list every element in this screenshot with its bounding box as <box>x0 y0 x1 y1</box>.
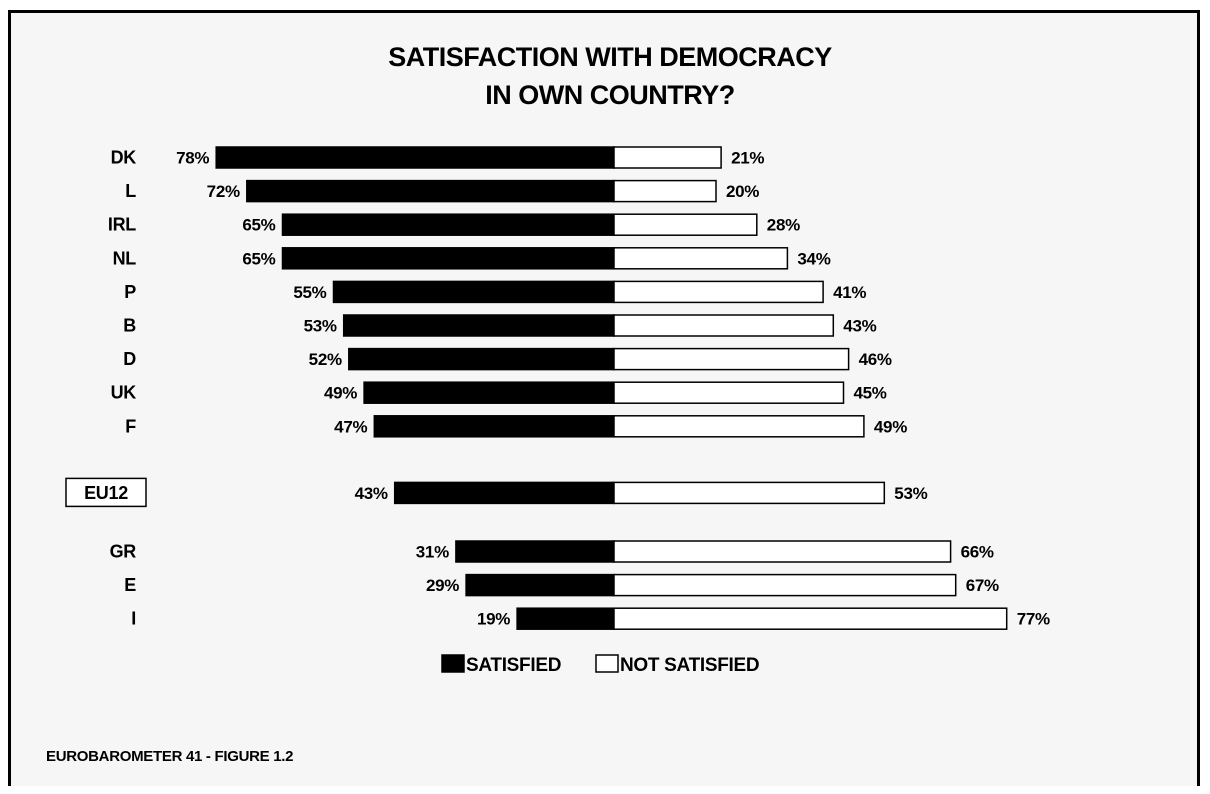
label-not-satisfied-e: 67% <box>966 576 999 595</box>
label-satisfied-b: 53% <box>304 317 337 336</box>
country-label-e: E <box>124 575 136 595</box>
bar-not-satisfied-i <box>613 607 1008 630</box>
label-satisfied-p: 55% <box>293 283 326 302</box>
bar-satisfied-gr <box>455 540 615 563</box>
bar-not-satisfied-f <box>613 415 865 438</box>
country-label-d: D <box>123 349 136 369</box>
label-not-satisfied-eu12: 53% <box>894 484 927 503</box>
eu12-label-box <box>65 477 147 508</box>
label-not-satisfied-i: 77% <box>1017 610 1050 629</box>
country-label-uk: UK <box>111 383 137 403</box>
label-satisfied-uk: 49% <box>324 384 357 403</box>
bar-satisfied-b <box>342 314 615 337</box>
bar-satisfied-irl <box>281 213 615 236</box>
label-not-satisfied-f: 49% <box>874 417 907 436</box>
legend-label-not-satisfied: NOT SATISFIED <box>620 655 759 676</box>
label-satisfied-l: 72% <box>207 182 240 201</box>
source-caption: EUROBAROMETER 41 - FIGURE 1.2 <box>46 748 294 765</box>
bar-not-satisfied-l <box>613 179 717 203</box>
label-not-satisfied-l: 20% <box>726 182 759 201</box>
bar-satisfied-e <box>465 573 615 597</box>
label-not-satisfied-b: 43% <box>843 317 876 336</box>
bar-satisfied-f <box>373 415 615 438</box>
label-not-satisfied-gr: 66% <box>961 543 994 562</box>
chart-title: SATISFACTION WITH DEMOCRACY <box>388 42 832 72</box>
country-label-l: L <box>125 181 136 201</box>
country-label-b: B <box>123 316 136 336</box>
bar-not-satisfied-gr <box>613 540 952 563</box>
legend-swatch-satisfied <box>441 654 465 673</box>
bar-not-satisfied-eu12 <box>613 481 886 505</box>
label-not-satisfied-dk: 21% <box>731 149 764 168</box>
country-label-irl: IRL <box>108 215 136 235</box>
bar-satisfied-p <box>332 280 615 304</box>
label-satisfied-i: 19% <box>477 610 510 629</box>
bar-not-satisfied-p <box>613 280 824 304</box>
country-label-nl: NL <box>113 248 137 268</box>
label-not-satisfied-p: 41% <box>833 283 866 302</box>
legend-label-satisfied: SATISFIED <box>466 655 561 676</box>
label-satisfied-e: 29% <box>426 576 459 595</box>
country-label-f: F <box>125 416 136 436</box>
label-satisfied-d: 52% <box>309 350 342 369</box>
label-satisfied-dk: 78% <box>176 149 209 168</box>
bar-not-satisfied-nl <box>613 247 789 270</box>
label-not-satisfied-nl: 34% <box>797 249 830 268</box>
bar-not-satisfied-d <box>613 347 850 371</box>
country-label-p: P <box>124 282 136 302</box>
bar-not-satisfied-uk <box>613 381 845 404</box>
legend-swatch-not-satisfied <box>595 654 619 673</box>
label-satisfied-eu12: 43% <box>355 484 388 503</box>
bar-satisfied-uk <box>363 381 615 404</box>
label-not-satisfied-irl: 28% <box>767 216 800 235</box>
bar-not-satisfied-irl <box>613 213 758 236</box>
label-satisfied-nl: 65% <box>242 249 275 268</box>
bar-satisfied-d <box>348 347 615 371</box>
label-satisfied-irl: 65% <box>242 216 275 235</box>
country-label-i: I <box>131 609 136 629</box>
bar-satisfied-dk <box>215 146 615 169</box>
label-satisfied-f: 47% <box>334 417 367 436</box>
country-label-dk: DK <box>111 148 137 168</box>
bar-satisfied-eu12 <box>393 481 615 505</box>
label-satisfied-gr: 31% <box>416 543 449 562</box>
label-not-satisfied-uk: 45% <box>854 384 887 403</box>
bar-not-satisfied-dk <box>613 146 722 169</box>
country-label-eu12: EU12 <box>84 483 128 503</box>
bar-satisfied-l <box>246 179 615 203</box>
bar-satisfied-i <box>516 607 615 630</box>
country-label-gr: GR <box>110 542 137 562</box>
bar-not-satisfied-e <box>613 573 957 597</box>
label-not-satisfied-d: 46% <box>859 350 892 369</box>
bar-not-satisfied-b <box>613 314 835 337</box>
chart-subtitle: IN OWN COUNTRY? <box>485 80 735 110</box>
bar-satisfied-nl <box>281 247 615 270</box>
